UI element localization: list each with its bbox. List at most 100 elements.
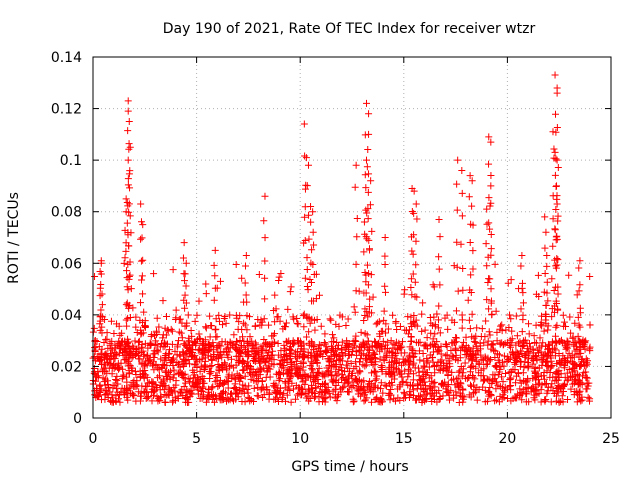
data-point <box>138 276 146 284</box>
data-point <box>122 345 130 353</box>
data-point <box>103 377 111 385</box>
data-point <box>262 373 270 381</box>
data-point <box>256 364 264 372</box>
data-point <box>564 338 572 346</box>
data-point <box>559 398 567 406</box>
data-point <box>328 362 336 370</box>
data-point <box>576 304 584 312</box>
data-point <box>122 316 130 324</box>
data-point <box>139 347 147 355</box>
data-point <box>567 329 575 337</box>
data-point <box>271 395 279 403</box>
data-point <box>317 383 325 391</box>
data-point <box>127 350 135 358</box>
data-point <box>502 326 510 334</box>
data-point <box>171 393 179 401</box>
data-point <box>512 356 520 364</box>
data-point <box>274 339 282 347</box>
data-point <box>159 382 167 390</box>
data-point <box>553 339 561 347</box>
data-point <box>469 247 477 255</box>
data-point <box>344 315 352 323</box>
data-point <box>322 394 330 402</box>
data-point <box>222 319 230 327</box>
data-point <box>409 349 417 357</box>
data-point <box>406 343 414 351</box>
data-point <box>392 366 400 374</box>
data-point <box>498 321 506 329</box>
data-point <box>335 356 343 364</box>
data-point <box>116 331 124 339</box>
data-point <box>250 355 258 363</box>
data-point <box>180 239 188 247</box>
data-point <box>573 291 581 299</box>
data-point <box>180 277 188 285</box>
data-point <box>485 305 493 313</box>
data-point <box>305 328 313 336</box>
data-point <box>125 117 133 125</box>
data-point <box>548 349 556 357</box>
data-point <box>309 366 317 374</box>
data-point <box>554 217 562 225</box>
data-point <box>363 261 371 269</box>
data-point <box>409 376 417 384</box>
data-point <box>178 334 186 342</box>
data-point <box>98 290 106 298</box>
data-point <box>309 208 317 216</box>
data-point <box>502 369 510 377</box>
data-point <box>151 381 159 389</box>
data-point <box>461 359 469 367</box>
data-point <box>122 208 130 216</box>
data-point <box>146 342 154 350</box>
data-point <box>272 389 280 397</box>
data-point <box>304 161 312 169</box>
data-point <box>182 379 190 387</box>
data-point <box>109 382 117 390</box>
data-point <box>376 330 384 338</box>
data-point <box>303 372 311 380</box>
data-point <box>201 336 209 344</box>
data-point <box>169 266 177 274</box>
data-point <box>372 375 380 383</box>
data-point <box>183 319 191 327</box>
data-point <box>361 268 369 276</box>
data-point <box>140 350 148 358</box>
data-point <box>356 346 364 354</box>
data-point <box>549 215 557 223</box>
data-point <box>574 313 582 321</box>
data-point <box>472 332 480 340</box>
data-point <box>386 396 394 404</box>
data-point <box>531 396 539 404</box>
data-point <box>270 306 278 314</box>
data-point <box>438 356 446 364</box>
data-point <box>321 330 329 338</box>
data-point <box>270 338 278 346</box>
data-point <box>172 306 180 314</box>
data-point <box>270 361 278 369</box>
data-point <box>308 279 316 287</box>
data-point <box>360 397 368 405</box>
data-point <box>473 396 481 404</box>
data-point <box>124 339 132 347</box>
data-point <box>305 235 313 243</box>
data-point <box>355 287 363 295</box>
data-point <box>421 378 429 386</box>
data-point <box>518 252 526 260</box>
data-point <box>169 398 177 406</box>
data-point <box>263 385 271 393</box>
data-point <box>160 339 168 347</box>
data-point <box>468 310 476 318</box>
data-point <box>168 357 176 365</box>
data-point <box>202 323 210 331</box>
data-point <box>353 385 361 393</box>
data-point <box>343 340 351 348</box>
data-point <box>442 352 450 360</box>
data-point <box>189 366 197 374</box>
data-point <box>442 341 450 349</box>
data-point <box>518 396 526 404</box>
data-point <box>365 236 373 244</box>
data-point <box>487 230 495 238</box>
data-point <box>299 386 307 394</box>
data-point <box>123 322 131 330</box>
data-point <box>222 397 230 405</box>
